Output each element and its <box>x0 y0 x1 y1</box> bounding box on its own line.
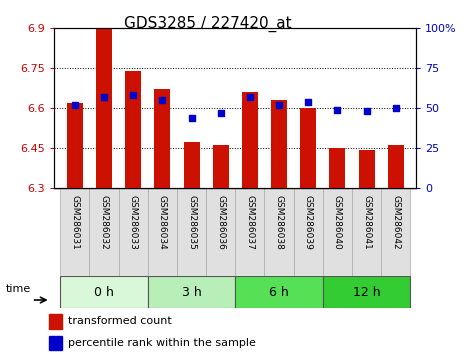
Text: GSM286036: GSM286036 <box>216 195 225 250</box>
Text: time: time <box>6 284 31 293</box>
FancyBboxPatch shape <box>236 188 264 276</box>
FancyBboxPatch shape <box>148 276 236 308</box>
Text: GDS3285 / 227420_at: GDS3285 / 227420_at <box>124 16 292 32</box>
Text: GSM286038: GSM286038 <box>275 195 284 250</box>
Bar <box>184 142 200 188</box>
Bar <box>329 148 345 188</box>
FancyBboxPatch shape <box>264 188 294 276</box>
Text: GSM286041: GSM286041 <box>362 195 371 250</box>
Text: GSM286040: GSM286040 <box>333 195 342 250</box>
FancyBboxPatch shape <box>323 188 352 276</box>
FancyBboxPatch shape <box>206 188 236 276</box>
Point <box>392 105 400 111</box>
Point <box>217 110 225 116</box>
Text: transformed count: transformed count <box>68 316 172 326</box>
Point <box>100 94 108 100</box>
FancyBboxPatch shape <box>119 188 148 276</box>
Text: GSM286042: GSM286042 <box>391 195 400 249</box>
Point <box>333 107 341 113</box>
Point <box>246 94 254 100</box>
FancyBboxPatch shape <box>323 276 411 308</box>
Point <box>188 115 195 120</box>
Bar <box>125 71 141 188</box>
Point <box>158 97 166 103</box>
Point <box>130 92 137 98</box>
Bar <box>154 89 170 188</box>
FancyBboxPatch shape <box>236 276 323 308</box>
Point <box>363 108 370 114</box>
FancyBboxPatch shape <box>60 276 148 308</box>
Text: GSM286035: GSM286035 <box>187 195 196 250</box>
FancyBboxPatch shape <box>381 188 411 276</box>
Bar <box>96 28 112 188</box>
FancyBboxPatch shape <box>177 188 206 276</box>
Text: GSM286039: GSM286039 <box>304 195 313 250</box>
Text: 0 h: 0 h <box>94 286 114 298</box>
Bar <box>388 145 404 188</box>
Text: 3 h: 3 h <box>182 286 201 298</box>
Text: 6 h: 6 h <box>269 286 289 298</box>
Bar <box>67 103 83 188</box>
Text: GSM286031: GSM286031 <box>70 195 79 250</box>
Text: GSM286033: GSM286033 <box>129 195 138 250</box>
Bar <box>300 108 316 188</box>
Bar <box>271 100 287 188</box>
Bar <box>359 150 375 188</box>
FancyBboxPatch shape <box>89 188 119 276</box>
Bar <box>49 314 62 329</box>
FancyBboxPatch shape <box>148 188 177 276</box>
Text: GSM286034: GSM286034 <box>158 195 167 250</box>
FancyBboxPatch shape <box>294 188 323 276</box>
Text: percentile rank within the sample: percentile rank within the sample <box>68 338 255 348</box>
Point <box>305 99 312 104</box>
Text: GSM286032: GSM286032 <box>99 195 108 250</box>
Point <box>71 102 79 108</box>
Bar <box>213 145 229 188</box>
Bar <box>49 336 62 350</box>
Bar <box>242 92 258 188</box>
FancyBboxPatch shape <box>60 188 89 276</box>
Text: 12 h: 12 h <box>353 286 380 298</box>
Point <box>275 102 283 108</box>
Text: GSM286037: GSM286037 <box>245 195 254 250</box>
FancyBboxPatch shape <box>352 188 381 276</box>
